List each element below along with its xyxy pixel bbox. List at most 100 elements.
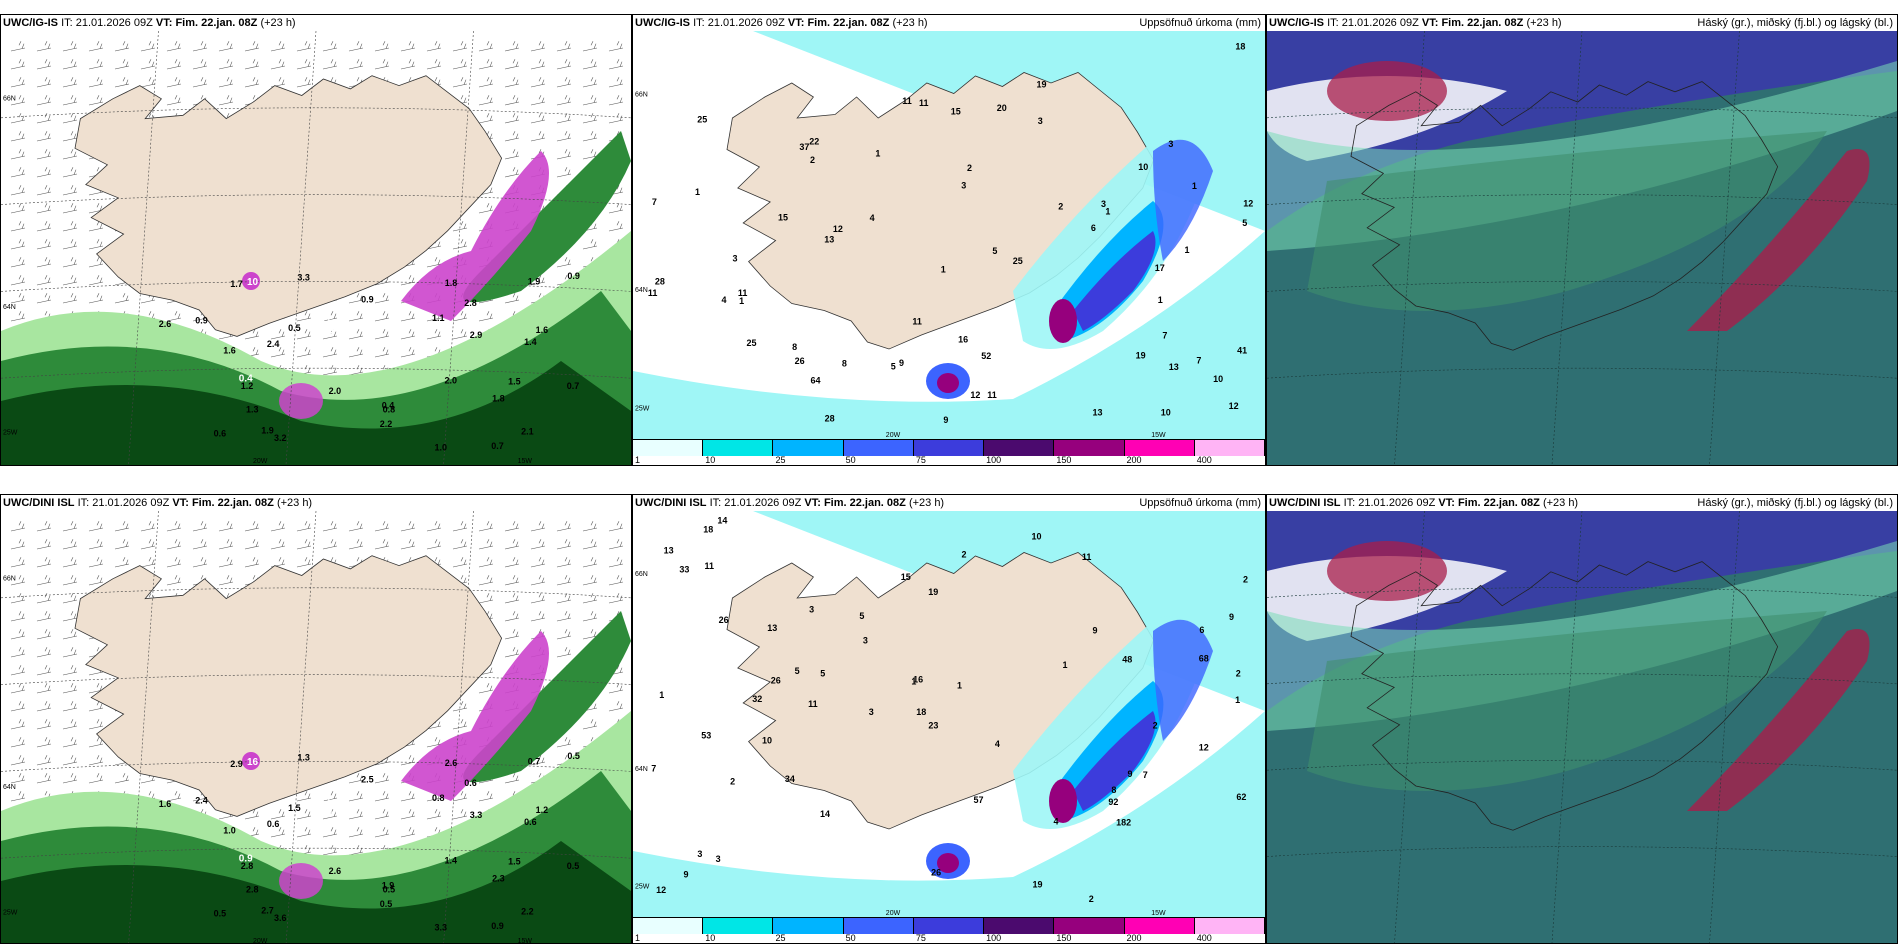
value-label: 6 xyxy=(1091,223,1096,233)
latitude-label: 64N xyxy=(3,784,16,791)
value-label: 1.7 xyxy=(230,279,243,289)
value-label: 1.0 xyxy=(223,825,236,835)
wind-map: 66N 64N 25W 20W 15W 0.7 0.7 0.8 0.6 0.4 0.5 3.3 2.8 1… xyxy=(1,31,631,465)
legend-swatch xyxy=(913,918,985,934)
value-label: 1.8 xyxy=(445,278,458,288)
value-label: 9 xyxy=(684,870,689,880)
value-label: 1 xyxy=(330,325,336,336)
value-label: 4 xyxy=(995,739,1000,749)
value-label: 37 xyxy=(799,142,809,152)
value-label: 28 xyxy=(825,413,835,423)
legend-tick: 200 xyxy=(1126,455,1142,465)
value-label: 11 xyxy=(705,561,715,571)
value-label: 2 xyxy=(810,155,815,165)
value-label: 12 xyxy=(1243,198,1253,208)
legend-tick: 75 xyxy=(915,933,926,943)
value-label: 1.4 xyxy=(445,856,458,866)
value-label: 2.4 xyxy=(195,795,208,805)
legend-swatch xyxy=(1194,440,1265,456)
value-label: 1 xyxy=(941,264,946,274)
value-label: 12 xyxy=(656,885,666,895)
value-label: 23 xyxy=(928,721,938,731)
value-label: 12 xyxy=(833,224,843,234)
value-label: 10 xyxy=(247,277,259,288)
value-label: 4 xyxy=(722,295,727,305)
precip-title: Uppsöfnuð úrkoma (mm) xyxy=(1139,497,1261,509)
value-label: 13 xyxy=(1093,407,1103,417)
legend-ticks: 1 10 25 50 75 100 150 200 400 xyxy=(633,933,1265,943)
value-label: 3 xyxy=(1168,139,1173,149)
cloud-map xyxy=(1267,511,1897,943)
value-label: 18 xyxy=(916,707,926,717)
value-label: 3 xyxy=(809,605,814,615)
value-label: 16 xyxy=(958,334,968,344)
value-label: 2.2 xyxy=(521,906,534,916)
value-label: 9 xyxy=(1229,612,1234,622)
value-label: 19 xyxy=(1033,879,1043,889)
panel-header: UWC/DINI ISL IT: 21.01.2026 09Z VT: Fim.… xyxy=(1,495,631,511)
value-label: 8 xyxy=(842,358,847,368)
value-label: 13 xyxy=(664,545,674,555)
legend-swatch xyxy=(1054,918,1125,934)
value-label: 1.4 xyxy=(524,337,537,347)
value-label: 20 xyxy=(997,103,1007,113)
precip-map: 66N 64N 25W 20W 15W 2 4 3 5 10 19 11 1 5 9 9 2 13 18 15 7 14 1… xyxy=(633,511,1265,917)
value-label: 2.9 xyxy=(230,759,243,769)
value-label: 0.4 xyxy=(382,401,395,411)
value-label: 0.5 xyxy=(567,861,580,871)
value-label: 7 xyxy=(652,197,657,207)
value-label: 19 xyxy=(1037,80,1047,90)
legend-tick: 50 xyxy=(845,933,856,943)
longitude-label: 20W xyxy=(253,458,268,465)
value-label: 2.2 xyxy=(380,419,393,429)
value-label: 1 xyxy=(659,690,664,700)
value-label: 2.9 xyxy=(470,330,483,340)
legend-tick: 1 xyxy=(635,455,641,465)
value-label: 10 xyxy=(1213,374,1223,384)
value-label: 2.8 xyxy=(246,884,259,894)
value-label: 9 xyxy=(899,358,904,368)
value-label: 18 xyxy=(703,525,713,535)
value-label: 1 xyxy=(957,680,962,690)
value-label: 0.6 xyxy=(330,805,344,816)
value-label: 8 xyxy=(792,342,797,352)
value-label: 62 xyxy=(1236,792,1246,802)
value-label: 1.0 xyxy=(435,442,448,452)
value-label: 5 xyxy=(859,611,864,621)
value-label: 3 xyxy=(961,181,966,191)
legend-tick: 75 xyxy=(915,455,926,465)
value-label: 1.1 xyxy=(432,313,445,323)
value-label: 8 xyxy=(1111,785,1116,795)
legend-swatch xyxy=(984,918,1055,934)
value-label: 1 xyxy=(1158,295,1163,305)
value-label: 1.3 xyxy=(297,752,310,762)
value-label: 19 xyxy=(1136,350,1146,360)
cloud-map xyxy=(1267,31,1897,465)
value-label: 1.9 xyxy=(528,277,541,287)
value-label: 0.6 xyxy=(214,429,227,439)
value-label: 3.3 xyxy=(435,922,448,932)
value-label: 11 xyxy=(919,98,929,108)
value-label: 2.8 xyxy=(241,861,254,871)
value-label: 26 xyxy=(931,868,941,878)
legend-swatch xyxy=(633,440,704,456)
value-label: 41 xyxy=(1237,346,1247,356)
value-label: 5 xyxy=(820,669,825,679)
value-label: 2.0 xyxy=(329,386,342,396)
value-label: 0.5 xyxy=(214,909,227,919)
legend-tick: 200 xyxy=(1126,933,1142,943)
iceland-land xyxy=(74,555,503,817)
longitude-label: 25W xyxy=(635,405,650,412)
value-label: 11 xyxy=(912,316,922,326)
value-label: 2.8 xyxy=(464,298,477,308)
value-label: 1.9 xyxy=(261,426,274,436)
legend-tick: 400 xyxy=(1196,933,1212,943)
value-label: 2 xyxy=(967,163,972,173)
legend-tick: 150 xyxy=(1056,455,1072,465)
value-label: 10 xyxy=(1138,162,1148,172)
value-label: 25 xyxy=(747,338,757,348)
value-label: 3.3 xyxy=(470,810,483,820)
value-label: 48 xyxy=(1122,655,1132,665)
legend-tick: 25 xyxy=(775,933,786,943)
value-label: 2.5 xyxy=(361,775,374,785)
